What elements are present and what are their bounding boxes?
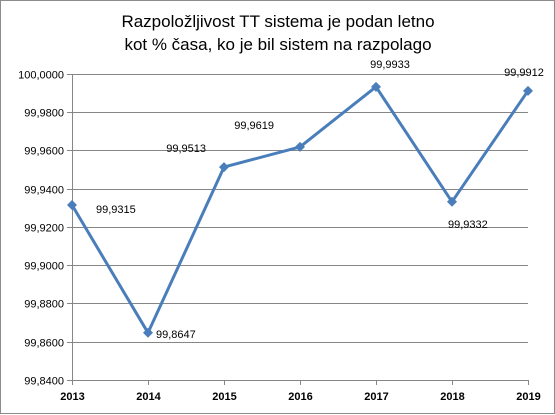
data-label: 99,9912: [504, 67, 544, 79]
x-tick-label: 2019: [516, 391, 540, 403]
y-tick-label: 99,9000: [24, 261, 64, 273]
x-tick-label: 2017: [364, 391, 388, 403]
series-line: [70, 85, 530, 335]
x-tick-label: 2014: [136, 391, 161, 403]
data-point-marker: [295, 141, 305, 152]
y-tick-label: 99,9400: [24, 185, 64, 197]
y-tick-label: 99,9200: [24, 223, 64, 235]
data-label: 99,8647: [156, 329, 196, 341]
x-tick-label: 2015: [212, 391, 236, 403]
x-tick-label: 2016: [288, 391, 312, 403]
data-label: 99,9513: [166, 143, 206, 155]
data-point-marker: [67, 200, 77, 211]
data-point-marker: [371, 81, 381, 92]
y-tick-label: 99,8600: [24, 338, 64, 350]
data-labels: 99,9315 99,8647 99,9513 99,9619 99,9933 99,93…: [96, 59, 544, 341]
data-point-marker: [447, 196, 457, 207]
data-point-marker: [219, 162, 229, 173]
data-point-marker: [523, 85, 533, 96]
tick-labels: 99,8400 99,8600 99,8800 99,9000 99,9200 99,94…: [18, 70, 541, 404]
data-label: 99,9332: [448, 219, 488, 231]
chart-title-line-2: kot % časa, ko je bil sistem na razpolag…: [124, 35, 431, 54]
data-label: 99,9619: [234, 120, 274, 132]
y-tick-label: 99,9800: [24, 108, 64, 120]
y-tick-label: 99,8400: [24, 376, 64, 388]
x-tick-label: 2018: [440, 391, 464, 403]
data-point-marker: [143, 327, 153, 338]
y-tick-label: 100,0000: [18, 70, 64, 82]
x-tick-label: 2013: [60, 391, 84, 403]
y-tick-label: 99,9600: [24, 146, 64, 158]
gridlines: [72, 74, 528, 343]
data-label: 99,9315: [96, 204, 136, 216]
series-line-group: [67, 81, 533, 338]
y-tick-label: 99,8800: [24, 299, 64, 311]
chart-title-line-1: Razpoložljivost TT sistema je podan letn…: [121, 12, 434, 31]
data-label: 99,9933: [370, 59, 410, 71]
axes: [67, 74, 529, 385]
